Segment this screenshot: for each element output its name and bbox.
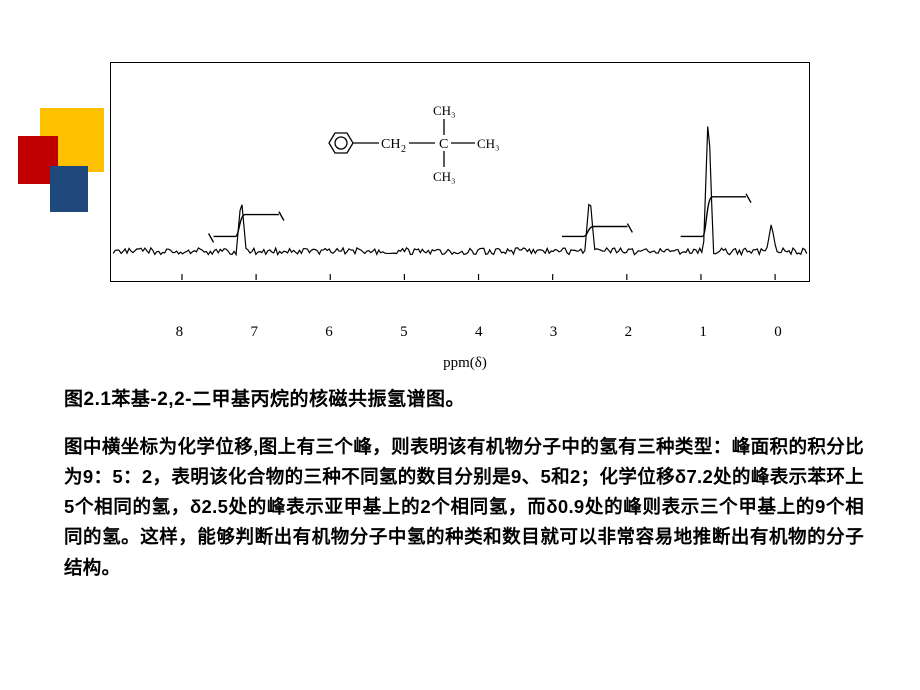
ch3-bot: CH₃	[433, 169, 456, 184]
molecule-svg: CH 2 C CH₃ CH₃ CH₃	[321, 93, 581, 193]
svg-text:2: 2	[401, 144, 406, 155]
x-tick-label: 8	[176, 324, 184, 341]
x-tick-label: 0	[774, 324, 782, 341]
x-tick-label: 6	[325, 324, 333, 341]
spectrum-plot-area: CH 2 C CH₃ CH₃ CH₃	[110, 62, 810, 282]
svg-text:CH: CH	[381, 137, 400, 152]
ch3-top: CH₃	[433, 103, 456, 118]
x-axis-ticks: 8 7 6 5 4 3 2 1 0	[110, 324, 820, 352]
x-tick-label: 2	[625, 324, 633, 341]
molecule-structure: CH 2 C CH₃ CH₃ CH₃	[321, 93, 581, 193]
x-tick-label: 7	[250, 324, 258, 341]
svg-text:C: C	[439, 137, 448, 152]
x-tick-label: 5	[400, 324, 408, 341]
decor-blue-square	[50, 166, 88, 212]
figure-caption: 图2.1苯基-2,2-二甲基丙烷的核磁共振氢谱图。	[64, 384, 465, 411]
x-tick-label: 1	[699, 324, 707, 341]
explanation-paragraph: 图中横坐标为化学位移,图上有三个峰，则表明该有机物分子中的氢有三种类型：峰面积的…	[64, 432, 864, 583]
x-tick-label: 4	[475, 324, 483, 341]
ch3-mid: CH₃	[477, 136, 500, 151]
x-tick-label: 3	[550, 324, 558, 341]
x-axis-title: ppm(δ)	[443, 355, 487, 372]
nmr-spectrum-figure: CH 2 C CH₃ CH₃ CH₃ 876543210 ppm(δ)	[110, 62, 820, 332]
